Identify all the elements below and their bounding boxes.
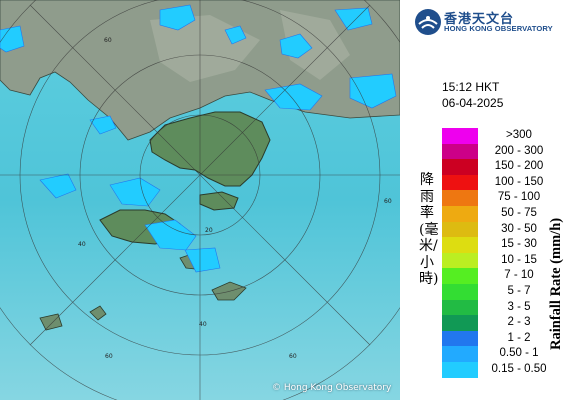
island — [89, 305, 107, 321]
legend-row: 3 - 5 — [442, 299, 562, 316]
timestamp-date: 06-04-2025 — [442, 96, 504, 110]
legend-row: 200 - 300 — [442, 143, 562, 160]
legend-label: 15 - 30 — [501, 238, 537, 251]
range-ring-label: 60 — [105, 353, 113, 360]
legend-swatch — [442, 143, 478, 160]
legend-row: 0.50 - 1 — [442, 346, 562, 362]
legend-label: 2 - 3 — [507, 316, 531, 329]
legend-label: 200 - 300 — [494, 144, 544, 157]
legend-row: 1 - 2 — [442, 330, 562, 347]
legend-label: 50 - 75 — [501, 206, 537, 219]
legend-panel: 香港天文台 HONG KONG OBSERVATORY 15:12 HKT 06… — [400, 0, 577, 400]
legend-label: 10 - 15 — [501, 253, 537, 266]
legend-label: 0.15 - 0.50 — [491, 362, 547, 375]
legend-swatch — [442, 346, 478, 362]
legend-row: 7 - 10 — [442, 268, 562, 284]
legend-swatch — [442, 205, 478, 222]
legend-label: 100 - 150 — [494, 175, 544, 188]
radar-map: 60 40 20 60 60 40 60 © Hong Kong Observa… — [0, 0, 400, 400]
legend-swatch — [442, 190, 478, 206]
legend-label: 0.50 - 1 — [499, 347, 539, 360]
copyright-text: © Hong Kong Observatory — [272, 383, 392, 393]
legend-row: 0.15 - 0.50 — [442, 361, 562, 378]
legend-label: 150 - 200 — [494, 160, 544, 173]
legend-row: 5 - 7 — [442, 283, 562, 300]
legend-title-english: Rainfall Rate (mm/h) — [548, 217, 564, 350]
legend-row: 75 - 100 — [442, 190, 562, 206]
legend-swatch — [442, 252, 478, 269]
legend-row: 15 - 30 — [442, 237, 562, 253]
legend-row: 10 - 15 — [442, 252, 562, 269]
legend-row: 50 - 75 — [442, 205, 562, 222]
rainfall-legend-scale: >300 200 - 300 150 - 200 100 - 150 75 - 100 5… — [442, 128, 562, 378]
legend-swatch — [442, 330, 478, 347]
legend-swatch — [442, 268, 478, 284]
legend-label: 3 - 5 — [507, 300, 531, 313]
range-ring-label: 40 — [78, 241, 86, 248]
legend-swatch — [442, 174, 478, 191]
range-rings — [0, 0, 400, 400]
legend-swatch — [442, 159, 478, 175]
legend-swatch — [442, 128, 478, 144]
rain-echoes — [0, 4, 397, 273]
radar-map-canvas: 60 40 20 60 60 40 60 — [0, 0, 400, 400]
legend-label: 5 - 7 — [507, 284, 531, 297]
legend-swatch — [442, 283, 478, 300]
legend-swatch — [442, 315, 478, 331]
legend-row: 2 - 3 — [442, 315, 562, 331]
island — [39, 313, 63, 331]
timestamp-time: 15:12 HKT — [442, 80, 500, 94]
legend-title-chinese: 降雨率(毫米/小時) — [419, 172, 439, 287]
island — [211, 281, 247, 301]
legend-label: 1 - 2 — [507, 331, 531, 344]
range-ring-label: 60 — [289, 353, 297, 360]
legend-row: 30 - 50 — [442, 221, 562, 238]
legend-swatch — [442, 237, 478, 253]
logo-english-name: HONG KONG OBSERVATORY — [444, 24, 553, 33]
range-ring-label: 40 — [199, 321, 207, 328]
legend-swatch — [442, 221, 478, 238]
legend-swatch — [442, 299, 478, 316]
range-ring-label: 20 — [205, 227, 213, 234]
legend-row: >300 — [442, 128, 562, 144]
legend-label: 30 - 50 — [501, 222, 537, 235]
range-ring-label: 60 — [104, 37, 112, 44]
legend-label: 75 - 100 — [497, 191, 541, 204]
observatory-logo-icon — [415, 9, 441, 35]
legend-swatch — [442, 361, 478, 378]
logo-chinese-name: 香港天文台 — [444, 12, 515, 27]
range-ring-labels: 60 40 20 60 60 40 60 — [78, 37, 392, 360]
legend-row: 100 - 150 — [442, 174, 562, 191]
range-ring-label: 60 — [384, 198, 392, 205]
legend-label: >300 — [506, 129, 532, 141]
legend-label: 7 - 10 — [504, 269, 534, 282]
legend-row: 150 - 200 — [442, 159, 562, 175]
